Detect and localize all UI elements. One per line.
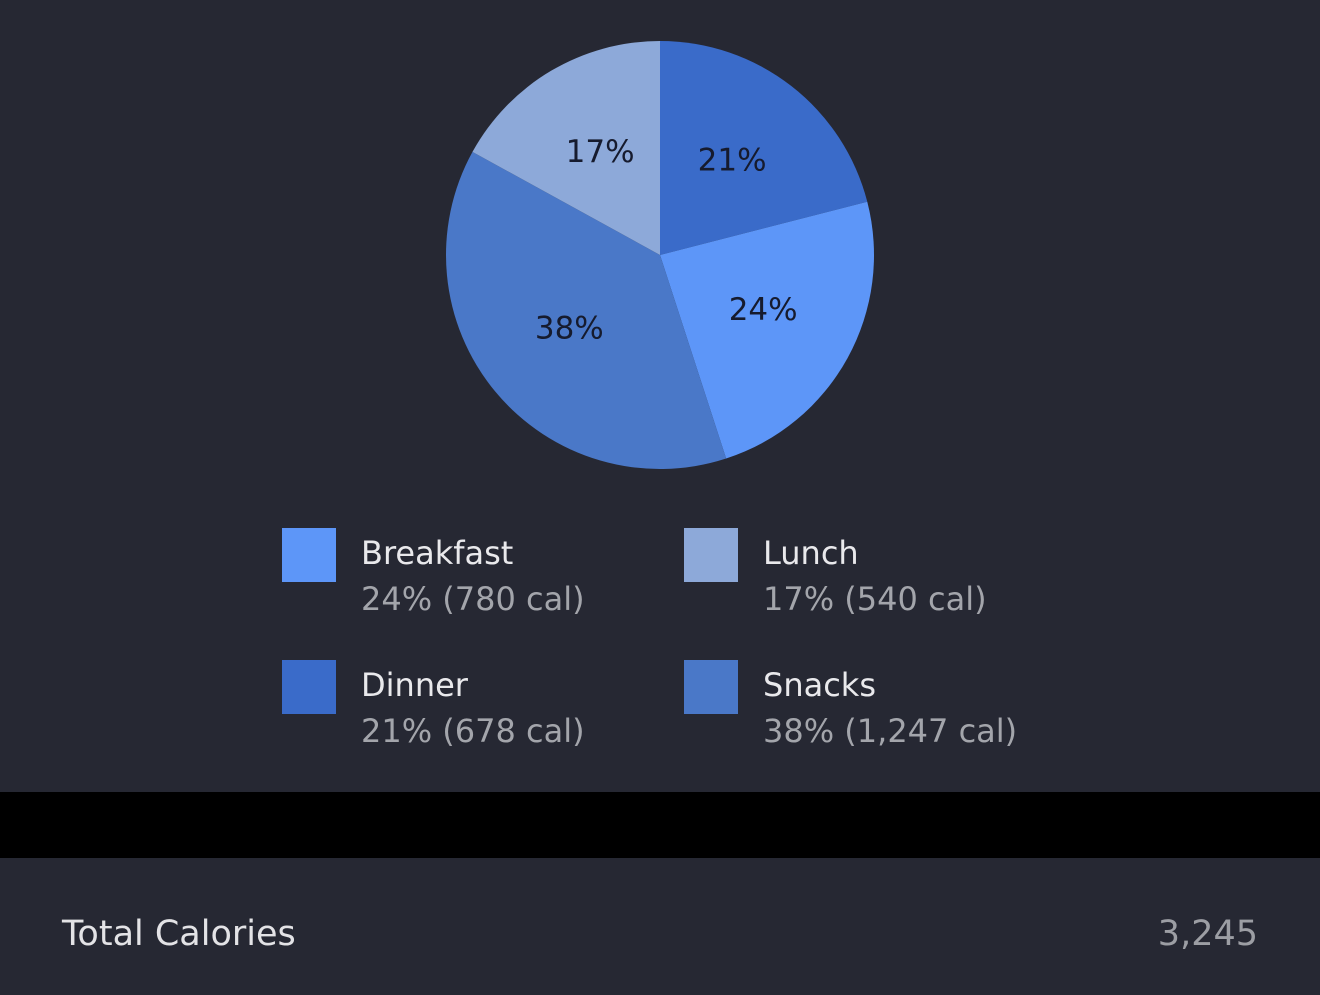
pie-slice xyxy=(660,41,868,255)
legend-detail: 38% (1,247 cal) xyxy=(763,712,1017,750)
legend-detail: 17% (540 cal) xyxy=(763,580,987,618)
legend-name: Snacks xyxy=(763,666,876,704)
summary-label: Total Calories xyxy=(61,914,296,954)
legend-name: Lunch xyxy=(763,534,859,572)
legend-detail: 21% (678 cal) xyxy=(361,712,585,750)
pie-slice xyxy=(472,41,660,255)
pie-chart: 21% 24% 38% 17% Dinner 21% (678 cal) Breakfast… xyxy=(282,41,1017,750)
legend-swatch xyxy=(684,660,738,714)
slice-label: 17% xyxy=(566,134,635,170)
legend-name: Breakfast xyxy=(361,534,513,572)
summary-row[interactable] xyxy=(0,858,1320,995)
legend-swatch xyxy=(282,528,336,582)
legend-swatch xyxy=(282,660,336,714)
summary-value: 3,245 xyxy=(1158,914,1258,954)
pie-slice xyxy=(446,151,727,469)
pie-slice xyxy=(660,201,874,459)
legend-detail: 24% (780 cal) xyxy=(361,580,585,618)
slice-label: 21% xyxy=(698,142,767,178)
slice-label: 38% xyxy=(535,311,604,347)
legend-name: Dinner xyxy=(361,666,469,704)
separator xyxy=(0,792,1320,858)
slice-label: 24% xyxy=(729,292,798,328)
legend-swatch xyxy=(684,528,738,582)
